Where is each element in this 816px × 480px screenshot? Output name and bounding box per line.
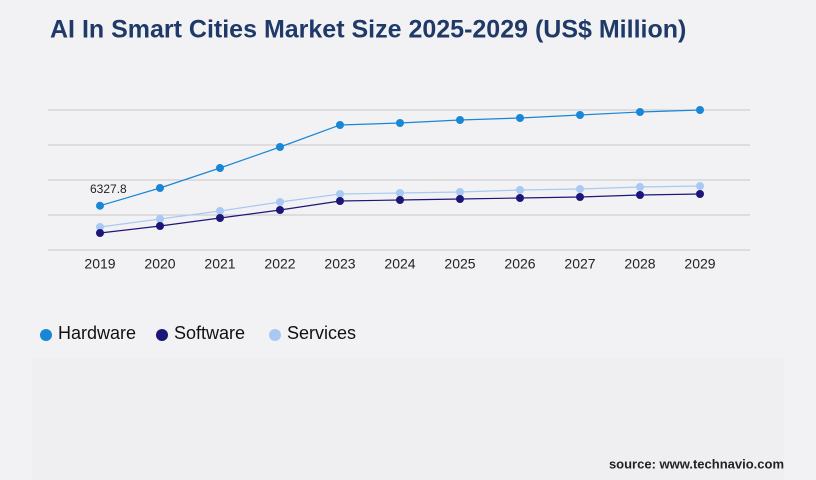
source: source: www.technavio.com [609,456,784,471]
data-point [276,206,284,215]
data-point [516,193,524,202]
data-point [456,194,464,203]
data-point [696,190,704,198]
data-point [696,106,704,114]
x-tick-label: 2024 [384,256,415,272]
data-point [276,143,284,152]
data-point [576,110,584,119]
data-point [516,114,524,123]
x-tick-label: 2027 [564,256,595,272]
x-tick-label: 2028 [624,256,655,272]
data-point [636,183,644,191]
data-point [216,207,224,216]
data-point [156,184,164,193]
data-point [96,201,104,210]
chart-title: AI In Smart Cities Market Size 2025-2029… [50,16,686,44]
x-tick-label: 2025 [444,256,475,272]
legend-marker [156,329,168,341]
data-point [96,222,104,231]
legend-marker [40,329,52,341]
data-point [96,228,104,237]
data-point [696,181,704,190]
legend-label: Hardware [58,323,136,343]
x-tick-label: 2021 [204,256,235,272]
x-tick-label: 2020 [144,256,175,272]
data-point [276,198,284,207]
legend-label: Software [174,323,245,343]
data-point [396,188,404,197]
data-point [336,190,344,198]
data-point [216,214,224,223]
x-tick-label: 2026 [504,256,535,272]
data-point [516,186,524,195]
data-point [576,193,584,202]
data-point [336,121,344,130]
data-point [216,164,224,173]
data-point [576,185,584,194]
panel [32,358,784,480]
data-point [156,214,164,223]
data-point [336,197,344,205]
data-point [456,116,464,125]
x-tick-label: 2023 [324,256,355,272]
data-point [636,108,644,117]
data-point [156,221,164,230]
x-tick-label: 2022 [264,256,295,272]
data-point [396,195,404,204]
legend-label: Services [287,323,356,343]
data-point [396,118,404,127]
legend-marker [269,329,281,341]
data-point [636,191,644,200]
data-point [456,187,464,196]
data-label: 6327.8 [90,182,127,196]
x-tick-label: 2019 [84,256,115,272]
x-tick-label: 2029 [684,256,715,272]
